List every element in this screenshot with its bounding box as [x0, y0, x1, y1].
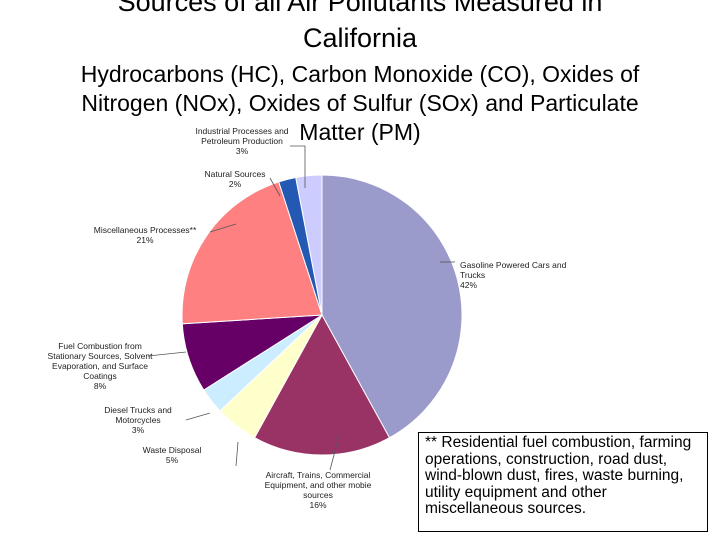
leader-line-7: [290, 145, 306, 188]
slice-label-1: Aircraft, Trains, Commercial Equipment, a…: [265, 470, 372, 510]
slice-label-5: Miscellaneous Processes** 21%: [94, 225, 197, 245]
footnote-box: ** Residential fuel combustion, farming …: [418, 432, 708, 532]
pie-slice-1: [253, 313, 391, 456]
chart-subtitle-line-1: Hydrocarbons (HC), Carbon Monoxide (CO),…: [80, 61, 640, 87]
slice-label-6: Natural Sources 2%: [205, 169, 266, 189]
chart-subtitle-line-3: Matter (PM): [299, 119, 421, 145]
leader-line-6: [269, 177, 281, 197]
chart-subtitle-line-2: Nitrogen (NOx), Oxides of Sulfur (SOx) a…: [81, 90, 639, 116]
leader-line-5: [209, 223, 237, 233]
pie-slice-5: [181, 181, 323, 325]
leader-line-2: [235, 441, 239, 467]
slice-label-0: Gasoline Powered Cars and Trucks 42%: [460, 260, 567, 290]
leader-line-4: [147, 351, 187, 357]
slice-label-2: Waste Disposal 5%: [143, 445, 202, 465]
slice-label-4: Fuel Combustion from Stationary Sources, …: [48, 341, 154, 391]
chart-title-line-1: Sources of all Air Pollutants Measured i…: [117, 0, 603, 17]
slice-label-7: Industrial Processes and Petroleum Produc…: [195, 126, 288, 156]
slice-label-3: Diesel Trucks and Motorcycles 3%: [104, 405, 172, 435]
pie-slice-7: [295, 174, 323, 316]
chart-title-line-2: California: [302, 23, 418, 53]
pie-slice-0: [321, 174, 463, 439]
leader-line-3: [185, 412, 211, 421]
leader-line-1: [329, 431, 341, 471]
